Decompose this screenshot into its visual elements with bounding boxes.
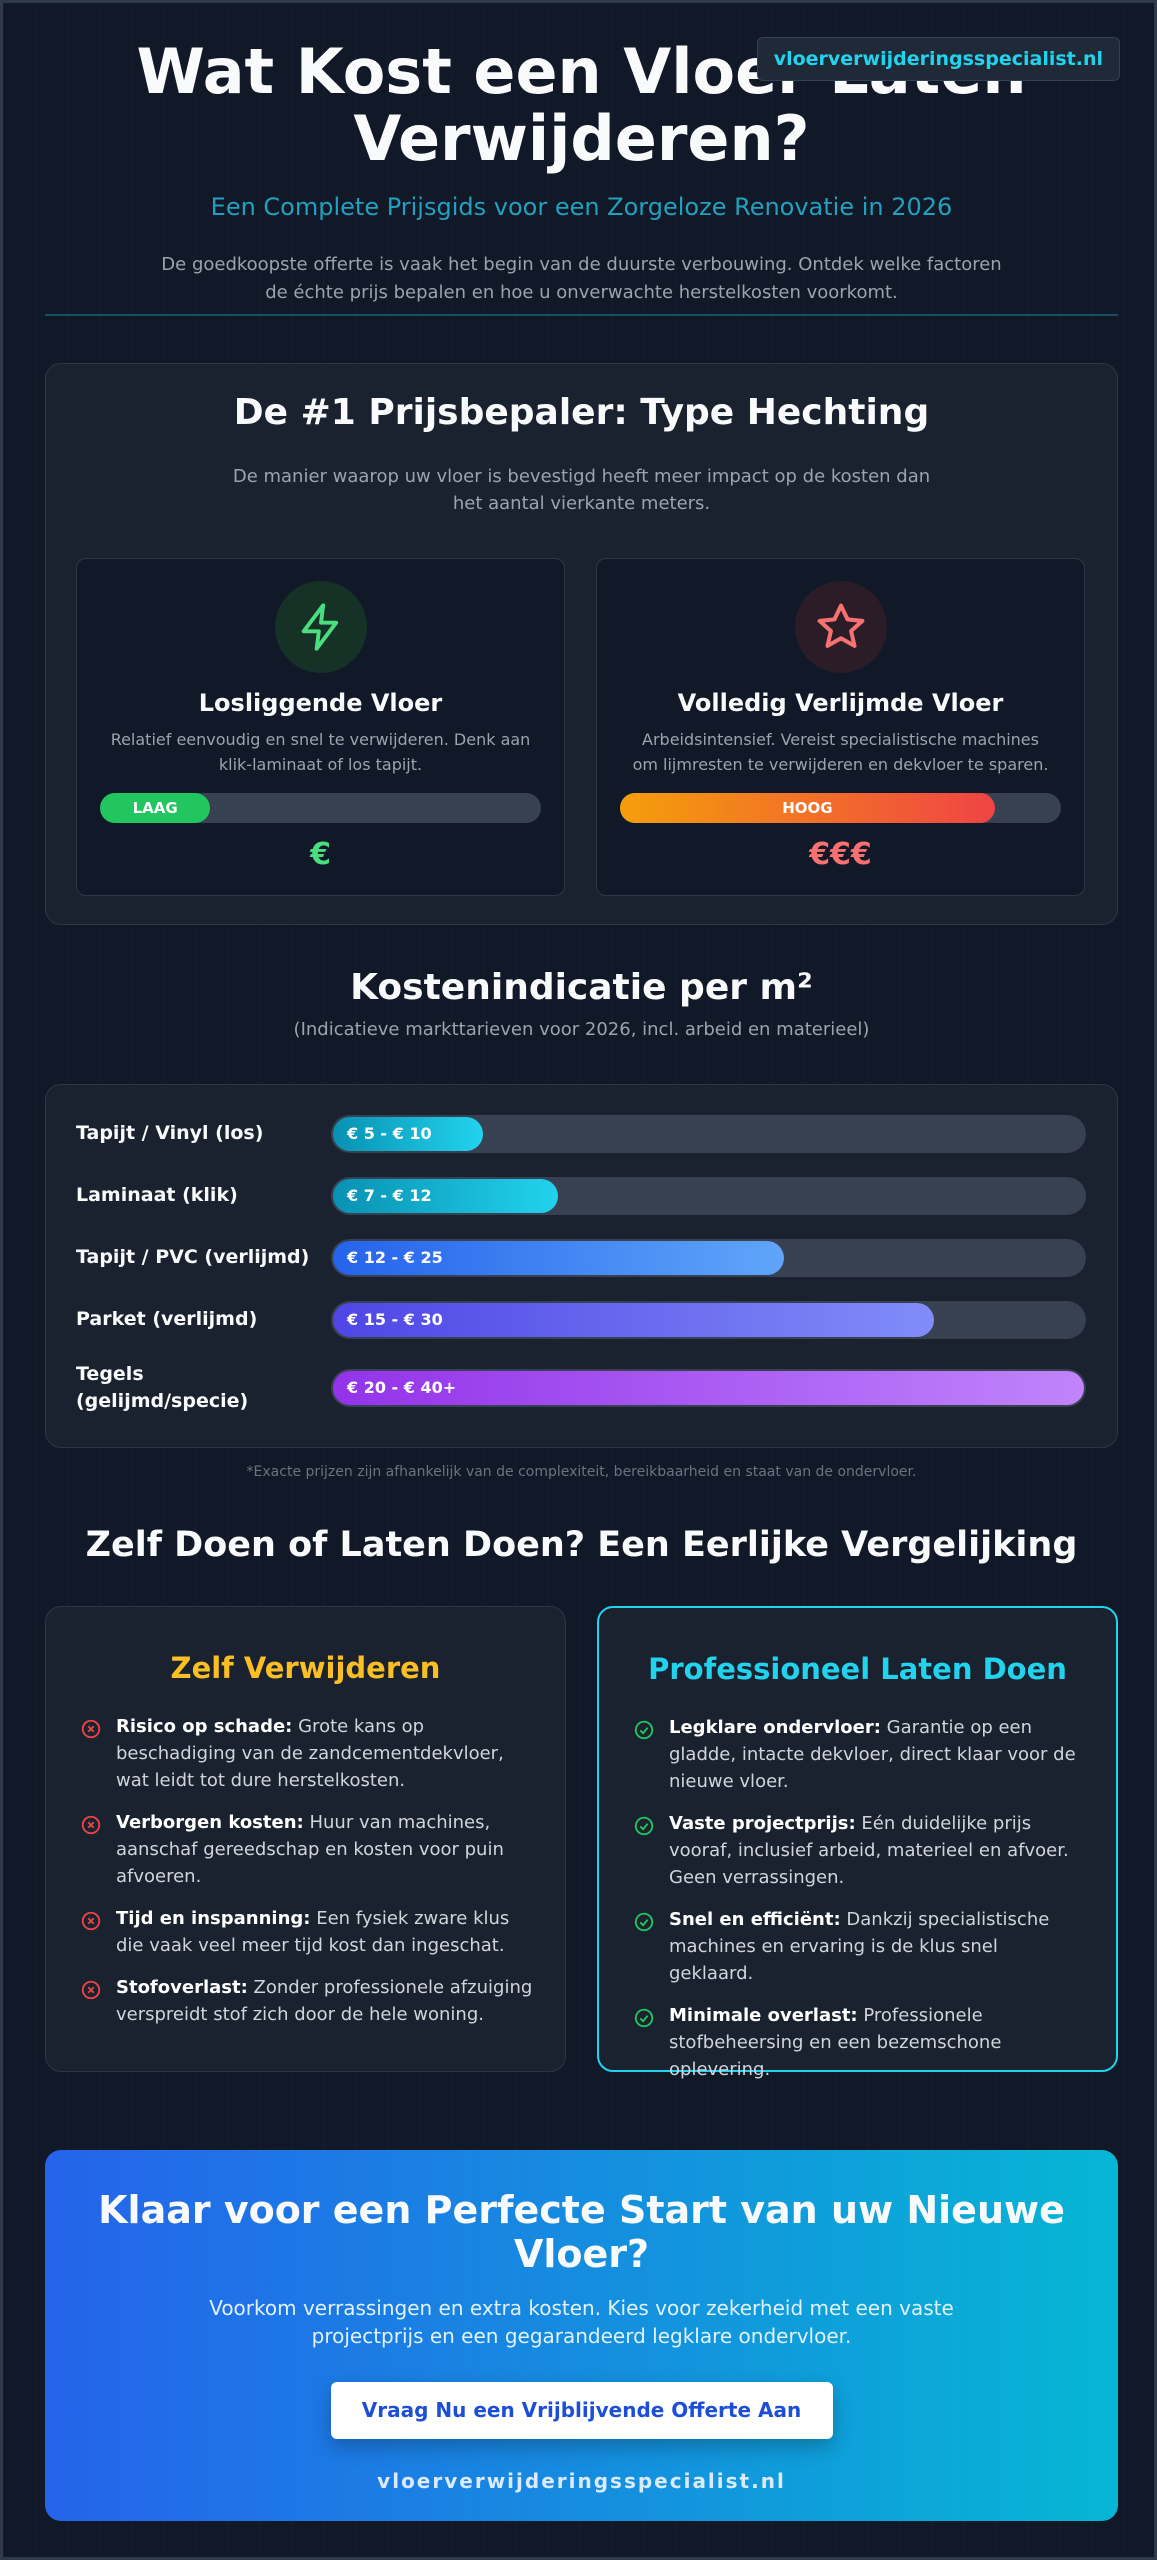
- list-item-text: Zonder professionele afzuiging verspreid…: [116, 1977, 533, 2025]
- adhesion-intro: De manier waarop uw vloer is bevestigd h…: [232, 466, 931, 514]
- cost-level-bar: LAAG: [100, 793, 211, 823]
- list-item-text: Garantie op een gladde, intacte dekvloer…: [669, 1717, 1076, 1792]
- check-circle-icon: [634, 1816, 654, 1836]
- cost-bar: € 20 - € 40+: [333, 1371, 1084, 1405]
- diy-title: Zelf Verwijderen: [170, 1651, 441, 1685]
- price-indicator: €: [310, 837, 331, 872]
- adhesion-card-glued: Volledig Verlijmde Vloer Arbeidsintensie…: [596, 558, 1085, 896]
- adhesion-card-loose: Losliggende Vloer Relatief eenvoudig en …: [76, 558, 565, 896]
- cost-level-track: HOOG: [620, 793, 1061, 823]
- list-item: Tijd en inspanning: Een fysiek zware klu…: [80, 1905, 535, 1959]
- adhesion-card-title: Losliggende Vloer: [198, 689, 443, 717]
- list-item-bold: Tijd en inspanning:: [116, 1908, 311, 1929]
- x-circle-icon: [81, 1815, 101, 1835]
- list-item-text: Professionele stofbeheersing en een beze…: [669, 2005, 1002, 2080]
- list-item-text: Huur van machines, aanschaf gereedschap …: [116, 1812, 504, 1887]
- list-item-text: Eén duidelijke prijs vooraf, inclusief a…: [669, 1813, 1069, 1888]
- intro-text: De goedkoopste offerte is vaak het begin…: [161, 253, 1002, 303]
- pro-card: Professioneel Laten Doen Legklare onderv…: [597, 1606, 1118, 2080]
- cost-track: € 5 - € 10: [331, 1115, 1086, 1153]
- list-item-bold: Stofoverlast:: [116, 1977, 248, 1998]
- cost-row-label: Tapijt / Vinyl (los): [76, 1122, 264, 1144]
- list-item-bold: Risico op schade:: [116, 1716, 293, 1737]
- adhesion-card-desc: Arbeidsintensief. Vereist specialistisch…: [632, 730, 1049, 774]
- list-item: Snel en efficiënt: Dankzij specialistisc…: [633, 1906, 1086, 1987]
- cta-title: Klaar voor een Perfecte Start van uw Nie…: [98, 2188, 1065, 2276]
- x-circle-icon: [81, 1911, 101, 1931]
- list-item-bold: Vaste projectprijs:: [669, 1813, 856, 1834]
- page-subtitle: Een Complete Prijsgids voor een Zorgeloz…: [210, 192, 953, 221]
- pro-list: Legklare ondervloer: Garantie op een gla…: [599, 1714, 1116, 2083]
- list-item-bold: Snel en efficiënt:: [669, 1909, 841, 1930]
- cost-level-track: LAAG: [100, 793, 541, 823]
- list-item: Verborgen kosten: Huur van machines, aan…: [80, 1809, 535, 1890]
- cost-track: € 7 - € 12: [331, 1177, 1086, 1215]
- star-icon: [794, 581, 887, 673]
- x-circle-icon: [81, 1719, 101, 1739]
- diy-card: Zelf Verwijderen Risico op schade: Grote…: [45, 1606, 566, 2072]
- check-circle-icon: [634, 1912, 654, 1932]
- cost-track: € 15 - € 30: [331, 1301, 1086, 1339]
- list-item: Risico op schade: Grote kans op beschadi…: [80, 1713, 535, 1794]
- cost-track: € 20 - € 40+: [331, 1369, 1086, 1407]
- cta-text: Voorkom verrassingen en extra kosten. Ki…: [209, 2296, 954, 2348]
- cost-bar: € 15 - € 30: [333, 1303, 934, 1337]
- list-item-bold: Minimale overlast:: [669, 2005, 858, 2026]
- list-item: Vaste projectprijs: Eén duidelijke prijs…: [633, 1810, 1086, 1891]
- costs-title: Kostenindicatie per m²: [350, 967, 813, 1008]
- cost-row-label: Tapijt / PVC (verlijmd): [76, 1246, 310, 1268]
- list-item: Minimale overlast: Professionele stofbeh…: [633, 2002, 1086, 2083]
- cost-track: € 12 - € 25: [331, 1239, 1086, 1277]
- divider: [45, 314, 1118, 316]
- lightning-icon: [274, 581, 367, 673]
- list-item-text: Grote kans op beschadiging van de zandce…: [116, 1716, 504, 1791]
- adhesion-card-title: Volledig Verlijmde Vloer: [677, 689, 1004, 717]
- cost-row-label: Parket (verlijmd): [76, 1308, 258, 1330]
- cost-row-label: Laminaat (klik): [76, 1184, 238, 1206]
- price-indicator: €€€: [809, 837, 872, 872]
- diy-list: Risico op schade: Grote kans op beschadi…: [46, 1713, 565, 2028]
- cost-bar: € 7 - € 12: [333, 1179, 558, 1213]
- cta-footer-domain[interactable]: vloerverwijderingsspecialist.nl: [377, 2469, 786, 2493]
- list-item-text: Een fysiek zware klus die vaak veel meer…: [116, 1908, 510, 1956]
- costs-card: Tapijt / Vinyl (los) € 5 - € 10 Laminaat…: [45, 1084, 1118, 1448]
- adhesion-card-desc: Relatief eenvoudig en snel te verwijdere…: [110, 730, 531, 774]
- check-circle-icon: [634, 2008, 654, 2028]
- list-item: Stofoverlast: Zonder professionele afzui…: [80, 1974, 535, 2028]
- adhesion-title: De #1 Prijsbepaler: Type Hechting: [233, 392, 930, 433]
- cost-bar: € 5 - € 10: [333, 1117, 483, 1151]
- list-item-bold: Legklare ondervloer:: [669, 1717, 881, 1738]
- pro-title: Professioneel Laten Doen: [648, 1652, 1067, 1686]
- check-circle-icon: [634, 1720, 654, 1740]
- adhesion-section: De #1 Prijsbepaler: Type Hechting De man…: [45, 363, 1118, 925]
- request-quote-button[interactable]: Vraag Nu een Vrijblijvende Offerte Aan: [330, 2382, 833, 2439]
- site-badge[interactable]: vloerverwijderingsspecialist.nl: [756, 37, 1120, 81]
- cost-bar: € 12 - € 25: [333, 1241, 784, 1275]
- cost-level-bar: HOOG: [620, 793, 995, 823]
- costs-subtitle: (Indicatieve markttarieven voor 2026, in…: [293, 1019, 870, 1040]
- list-item-text: Dankzij specialistische machines en erva…: [669, 1909, 1050, 1984]
- x-circle-icon: [81, 1980, 101, 2000]
- cost-row-label: Tegels (gelijmd/specie): [76, 1363, 249, 1412]
- list-item: Legklare ondervloer: Garantie op een gla…: [633, 1714, 1086, 1795]
- comparison-title: Zelf Doen of Laten Doen? Een Eerlijke Ve…: [85, 1525, 1078, 1565]
- cta-section: Klaar voor een Perfecte Start van uw Nie…: [45, 2150, 1118, 2521]
- list-item-bold: Verborgen kosten:: [116, 1812, 304, 1833]
- costs-note: *Exacte prijzen zijn afhankelijk van de …: [246, 1464, 917, 1480]
